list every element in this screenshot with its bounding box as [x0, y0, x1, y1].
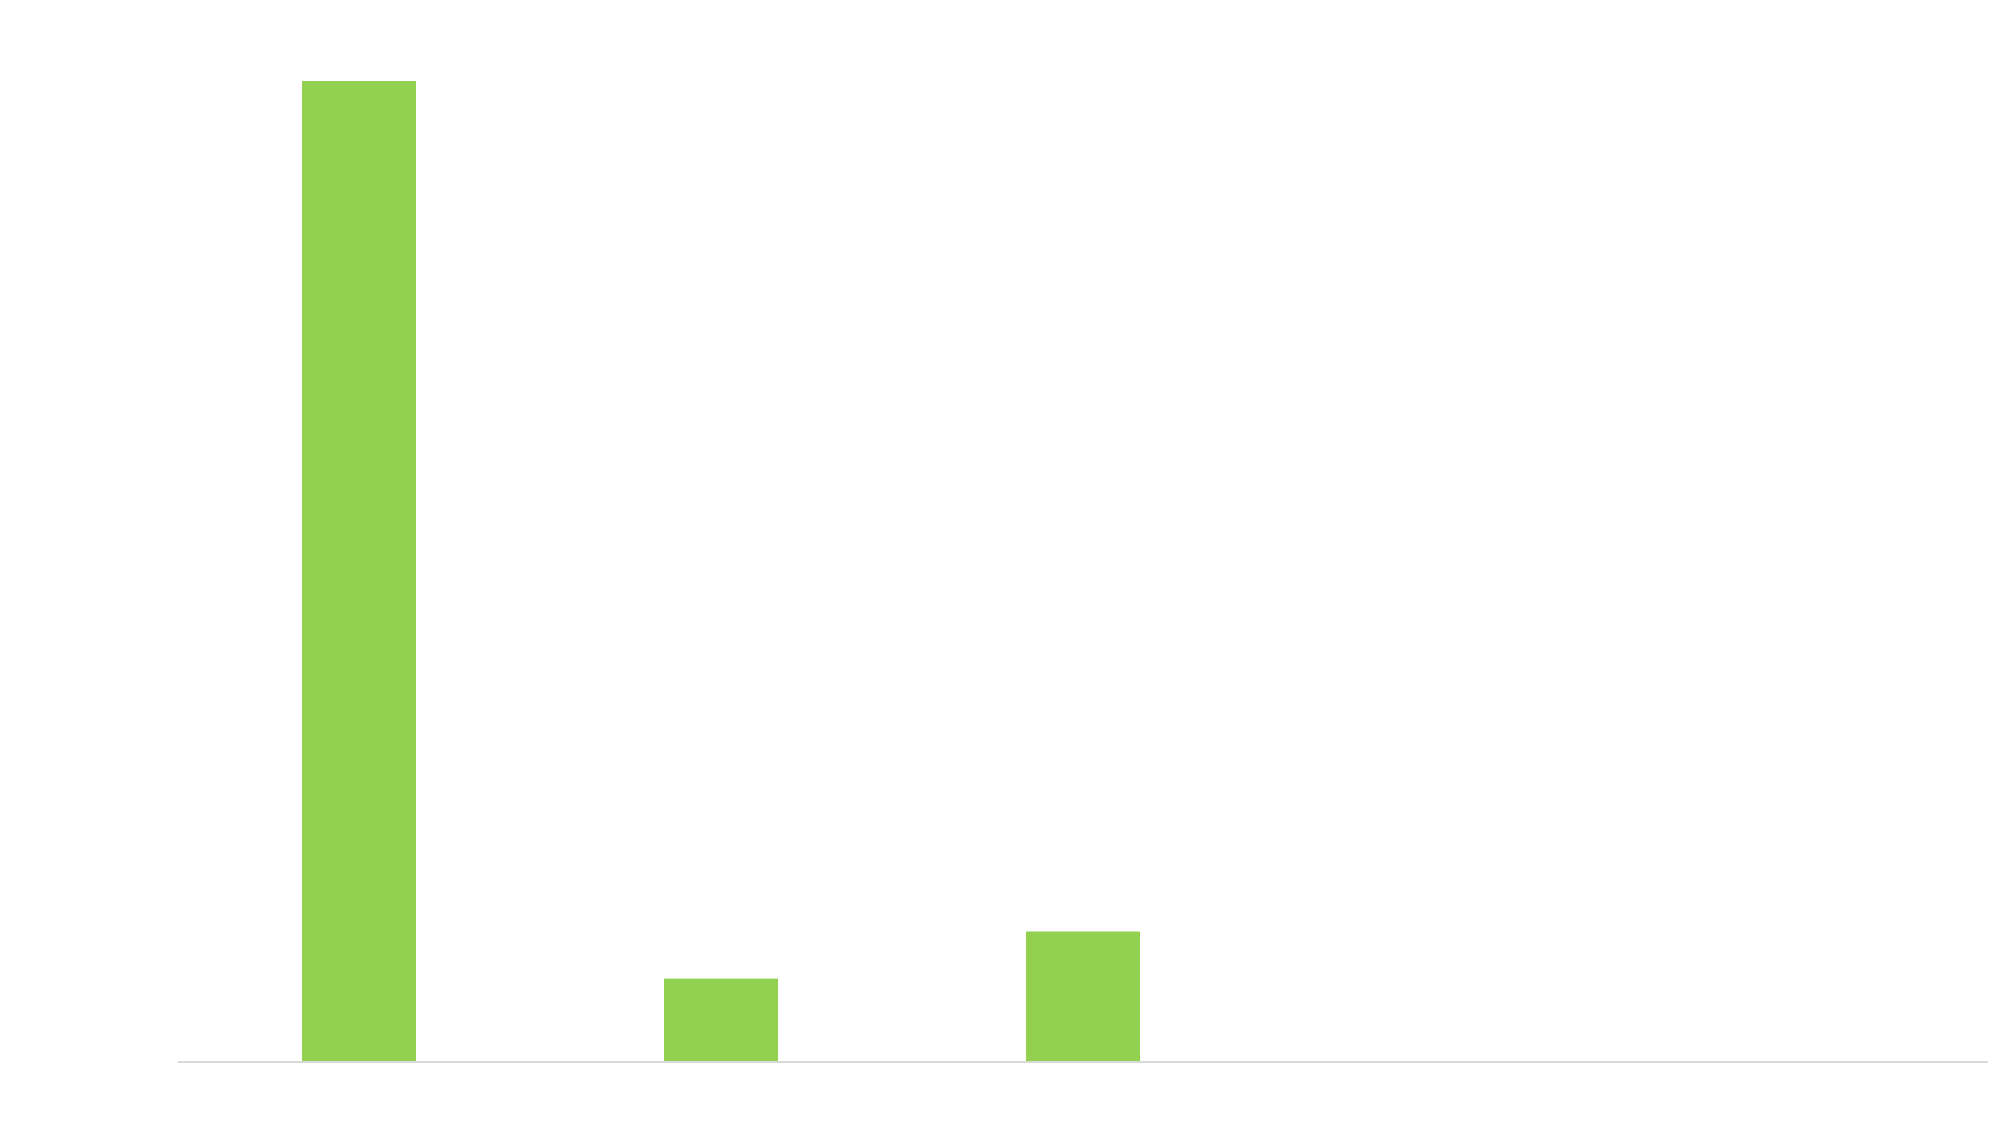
- bars-group: [302, 81, 1140, 1062]
- bar-2: [664, 978, 778, 1062]
- bar-1: [302, 81, 416, 1062]
- bar-3: [1026, 931, 1140, 1062]
